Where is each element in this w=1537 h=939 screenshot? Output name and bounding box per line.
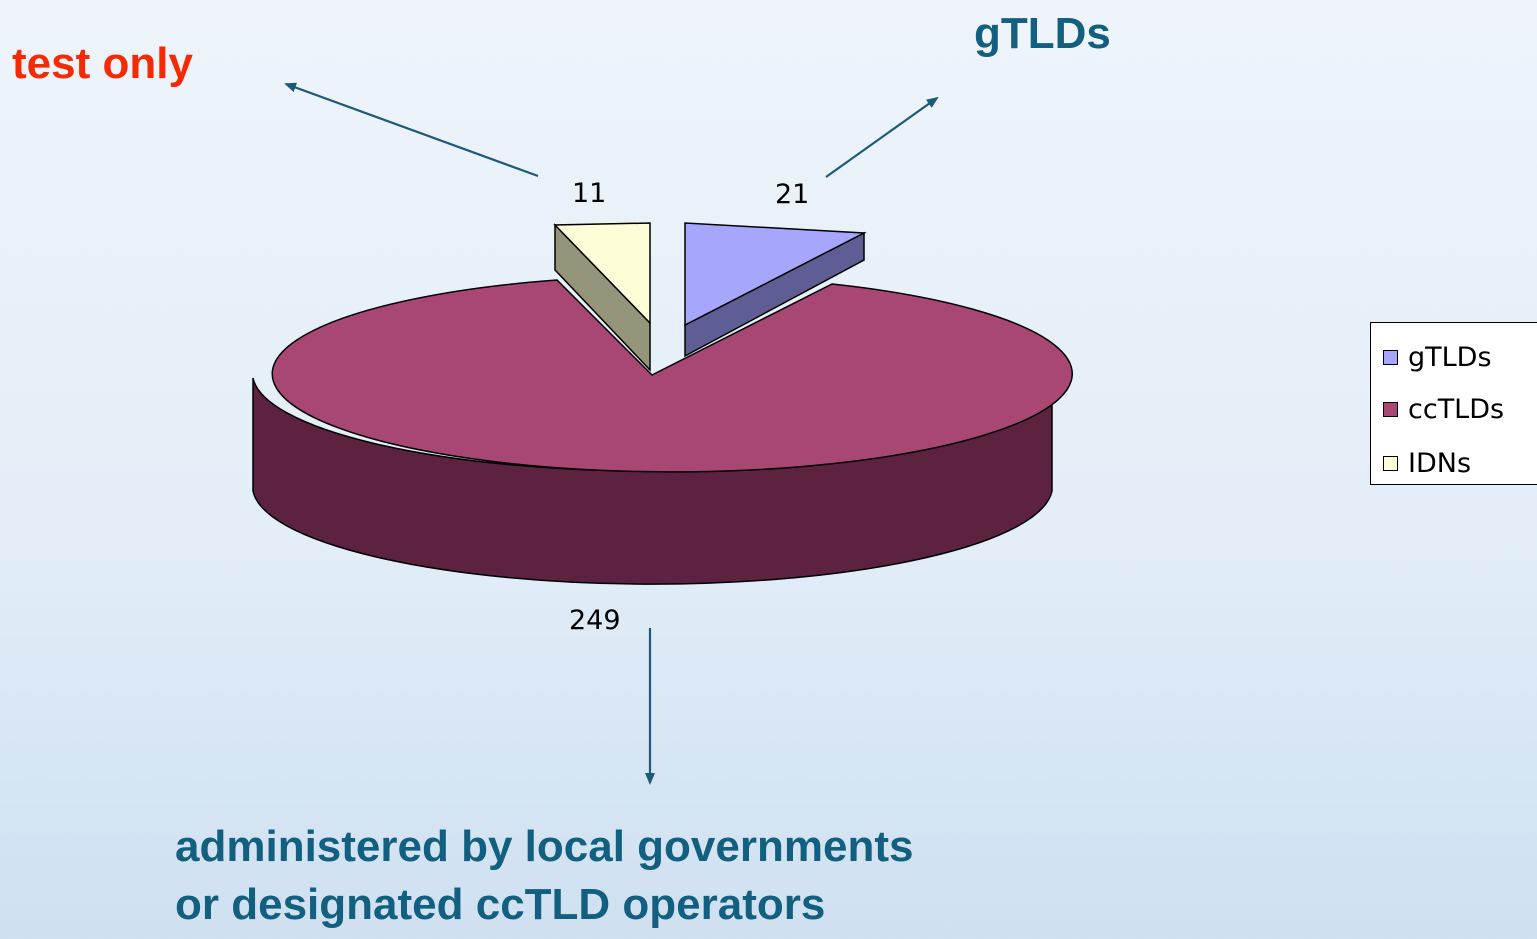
legend-swatch-cctlds (1383, 401, 1398, 417)
arrow-gtlds (825, 96, 939, 178)
legend-label-cctlds: ccTLDs (1408, 393, 1505, 425)
slice-side-cctlds (252, 377, 1053, 585)
annotation-test-only: test only (12, 39, 193, 88)
legend-label-gtlds: gTLDs (1408, 341, 1492, 373)
annotation-cctld-line-2: or designated ccTLD operators (175, 880, 826, 929)
slice-gtlds (684, 222, 867, 327)
annotation-cctld-operators: administered by local governments or des… (175, 818, 913, 934)
data-label-gtlds: 21 (775, 179, 809, 210)
legend-label-idns: IDNs (1408, 447, 1472, 479)
data-label-cctlds: 249 (569, 605, 621, 636)
legend-item-idns: IDNs (1383, 443, 1471, 483)
annotation-gtlds: gTLDs (974, 9, 1111, 58)
legend-item-gtlds: gTLDs (1383, 337, 1492, 377)
chart-legend: gTLDs ccTLDs IDNs (1370, 322, 1537, 485)
slice-cctlds (271, 279, 1073, 473)
data-label-idns: 11 (572, 178, 606, 209)
legend-item-cctlds: ccTLDs (1383, 389, 1504, 429)
arrow-test-only (284, 82, 539, 178)
slice-idns (553, 222, 651, 325)
annotation-cctld-line-1: administered by local governments (175, 822, 914, 871)
legend-swatch-gtlds (1383, 349, 1398, 365)
legend-swatch-idns (1383, 455, 1398, 471)
